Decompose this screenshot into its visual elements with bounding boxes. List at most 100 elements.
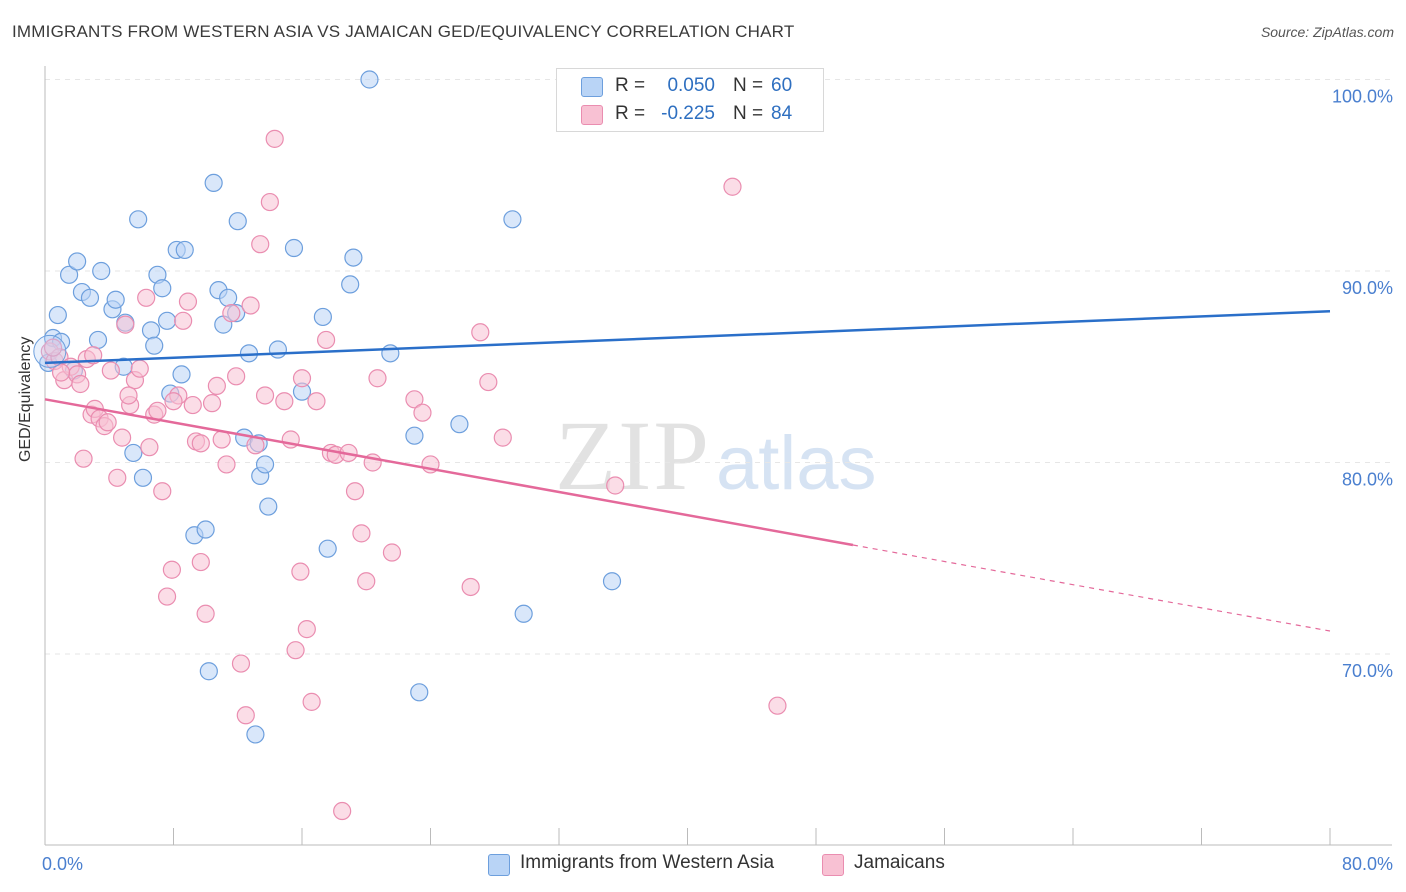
point-jamaicans — [212, 430, 231, 449]
legend-r-value: 0.050 — [667, 75, 715, 96]
point-western-asia — [381, 344, 400, 363]
point-jamaicans — [413, 403, 432, 422]
point-jamaicans — [292, 369, 312, 388]
point-western-asia — [450, 415, 469, 434]
point-jamaicans — [174, 311, 193, 330]
point-jamaicans — [162, 560, 181, 579]
y-axis-label: GED/Equivalency — [17, 336, 34, 462]
point-jamaicans — [112, 428, 132, 447]
legend-r-label: R = — [615, 103, 646, 124]
point-jamaicans — [202, 394, 222, 413]
source-credit: Source: ZipAtlas.com — [1260, 24, 1394, 40]
point-western-asia — [318, 539, 337, 558]
point-western-asia — [157, 311, 177, 330]
point-western-asia — [341, 275, 360, 294]
point-western-asia — [503, 210, 522, 229]
point-western-asia — [129, 210, 148, 229]
point-western-asia — [284, 238, 304, 258]
point-jamaicans — [84, 346, 103, 365]
point-jamaicans — [227, 367, 246, 386]
bottom-legend-label: Immigrants from Western Asia — [520, 852, 775, 873]
x-tick-label: 80.0% — [1342, 854, 1393, 874]
point-jamaicans — [98, 413, 117, 432]
x-tick-label: 0.0% — [42, 854, 83, 874]
legend-row-jamaicans: R = -0.225 N = 84 — [557, 101, 823, 129]
point-western-asia — [68, 252, 87, 271]
point-western-asia — [153, 279, 172, 298]
bottom-legend-swatch-blue — [488, 854, 510, 876]
point-western-asia — [410, 683, 429, 702]
point-jamaicans — [119, 386, 138, 405]
point-western-asia — [172, 365, 191, 384]
point-western-asia — [204, 173, 223, 193]
point-jamaicans — [260, 192, 279, 212]
point-western-asia — [196, 520, 215, 539]
point-western-asia — [199, 662, 218, 681]
point-western-asia — [124, 443, 143, 463]
point-western-asia — [80, 288, 100, 307]
point-western-asia — [514, 604, 533, 623]
point-western-asia — [268, 340, 288, 359]
point-jamaicans — [178, 292, 198, 311]
point-jamaicans — [382, 543, 402, 562]
point-jamaicans — [43, 338, 63, 357]
point-jamaicans — [222, 304, 241, 323]
legend-swatch-blue — [581, 77, 603, 97]
point-western-asia — [141, 321, 161, 340]
point-western-asia — [59, 265, 79, 284]
legend-swatch-pink — [581, 105, 603, 125]
point-jamaicans — [191, 434, 210, 453]
point-western-asia — [106, 290, 125, 309]
point-western-asia — [313, 307, 332, 327]
legend-r-label: R = — [615, 75, 646, 96]
point-jamaicans — [297, 620, 316, 639]
point-jamaicans — [207, 376, 226, 395]
point-jamaicans — [148, 401, 167, 420]
point-jamaicans — [606, 476, 625, 495]
point-western-asia — [88, 330, 108, 350]
point-jamaicans — [471, 323, 490, 342]
point-western-asia — [602, 572, 622, 591]
y-tick-label: 100.0% — [1332, 87, 1393, 107]
trend-line-jamaicans — [44, 398, 854, 547]
point-jamaicans — [236, 706, 255, 725]
watermark-zip: ZIP — [555, 400, 711, 511]
point-jamaicans — [191, 552, 210, 572]
point-western-asia — [228, 212, 247, 231]
point-western-asia — [405, 426, 424, 445]
chart-title: IMMIGRANTS FROM WESTERN ASIA VS JAMAICAN… — [12, 22, 795, 41]
point-jamaicans — [217, 455, 236, 474]
point-western-asia — [360, 70, 379, 89]
y-tick-label: 70.0% — [1342, 661, 1393, 681]
point-jamaicans — [493, 428, 512, 447]
point-western-asia — [259, 497, 278, 516]
point-western-asia — [219, 288, 238, 307]
point-jamaicans — [196, 604, 215, 623]
point-jamaicans — [140, 438, 159, 457]
legend-n-label: N = — [733, 103, 764, 124]
point-western-asia — [246, 725, 265, 744]
y-tick-label: 90.0% — [1342, 278, 1393, 298]
point-jamaicans — [265, 129, 284, 148]
point-jamaicans — [241, 296, 260, 315]
point-western-asia — [133, 468, 153, 487]
point-jamaicans — [307, 392, 326, 411]
trend-line-jamaicans-extension — [852, 544, 1331, 632]
point-jamaicans — [368, 369, 387, 388]
point-jamaicans — [768, 696, 787, 715]
point-jamaicans — [461, 577, 480, 597]
point-jamaicans — [130, 359, 149, 378]
point-jamaicans — [352, 524, 371, 543]
legend-n-value: 60 — [771, 75, 793, 96]
point-jamaicans — [723, 177, 742, 196]
point-western-asia — [145, 336, 164, 355]
point-jamaicans — [137, 288, 156, 307]
point-jamaicans — [357, 572, 376, 591]
point-jamaicans — [255, 386, 275, 405]
point-jamaicans — [479, 372, 498, 392]
point-western-asia — [92, 261, 111, 281]
point-jamaicans — [71, 374, 90, 394]
point-jamaicans — [316, 330, 336, 350]
point-western-asia — [33, 334, 67, 368]
